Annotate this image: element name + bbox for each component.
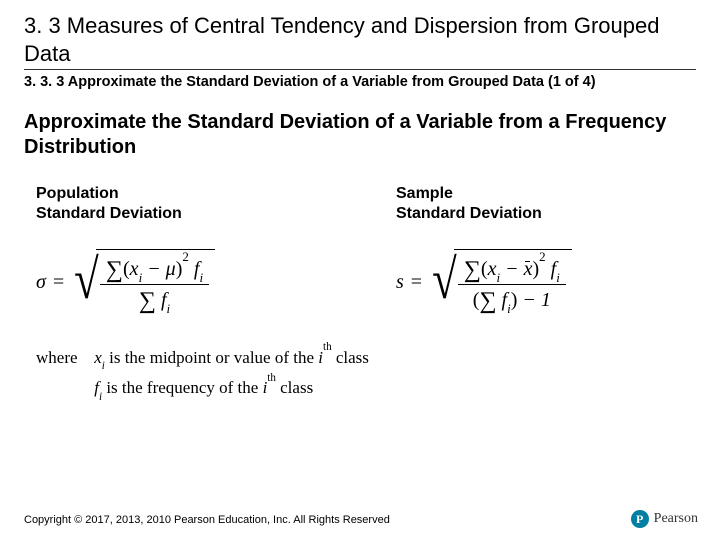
formula-row: Population Standard Deviation σ= √ ∑(xi … (24, 184, 696, 326)
where-line-1: where xi is the midpoint or value of the… (36, 344, 696, 374)
brand-logo: P Pearson (631, 510, 698, 528)
sample-label: Sample Standard Deviation (396, 184, 696, 224)
sample-formula: s= √ ∑(xi − x)2 fi (∑ fi) − 1 (396, 238, 696, 326)
brand-icon: P (631, 510, 649, 528)
where-lead: where (36, 344, 90, 373)
sample-label-l2: Standard Deviation (396, 205, 542, 222)
population-label-l2: Standard Deviation (36, 205, 182, 222)
sample-column: Sample Standard Deviation s= √ ∑(xi − x)… (396, 184, 696, 326)
brand-name: Pearson (654, 511, 698, 527)
sample-label-l1: Sample (396, 185, 453, 202)
population-formula: σ= √ ∑(xi − μ)2 fi ∑ fi (36, 238, 336, 326)
slide-content: 3. 3 Measures of Central Tendency and Di… (0, 0, 720, 404)
where-line-2: fi is the frequency of the ith class (36, 374, 696, 404)
copyright-footer: Copyright © 2017, 2013, 2010 Pearson Edu… (24, 514, 390, 526)
slide-title: 3. 3 Measures of Central Tendency and Di… (24, 12, 696, 70)
where-block: where xi is the midpoint or value of the… (24, 344, 696, 404)
population-label-l1: Population (36, 185, 119, 202)
population-label: Population Standard Deviation (36, 184, 336, 224)
section-heading: Approximate the Standard Deviation of a … (24, 110, 696, 160)
slide-subtitle: 3. 3. 3 Approximate the Standard Deviati… (24, 74, 696, 90)
population-column: Population Standard Deviation σ= √ ∑(xi … (36, 184, 336, 326)
